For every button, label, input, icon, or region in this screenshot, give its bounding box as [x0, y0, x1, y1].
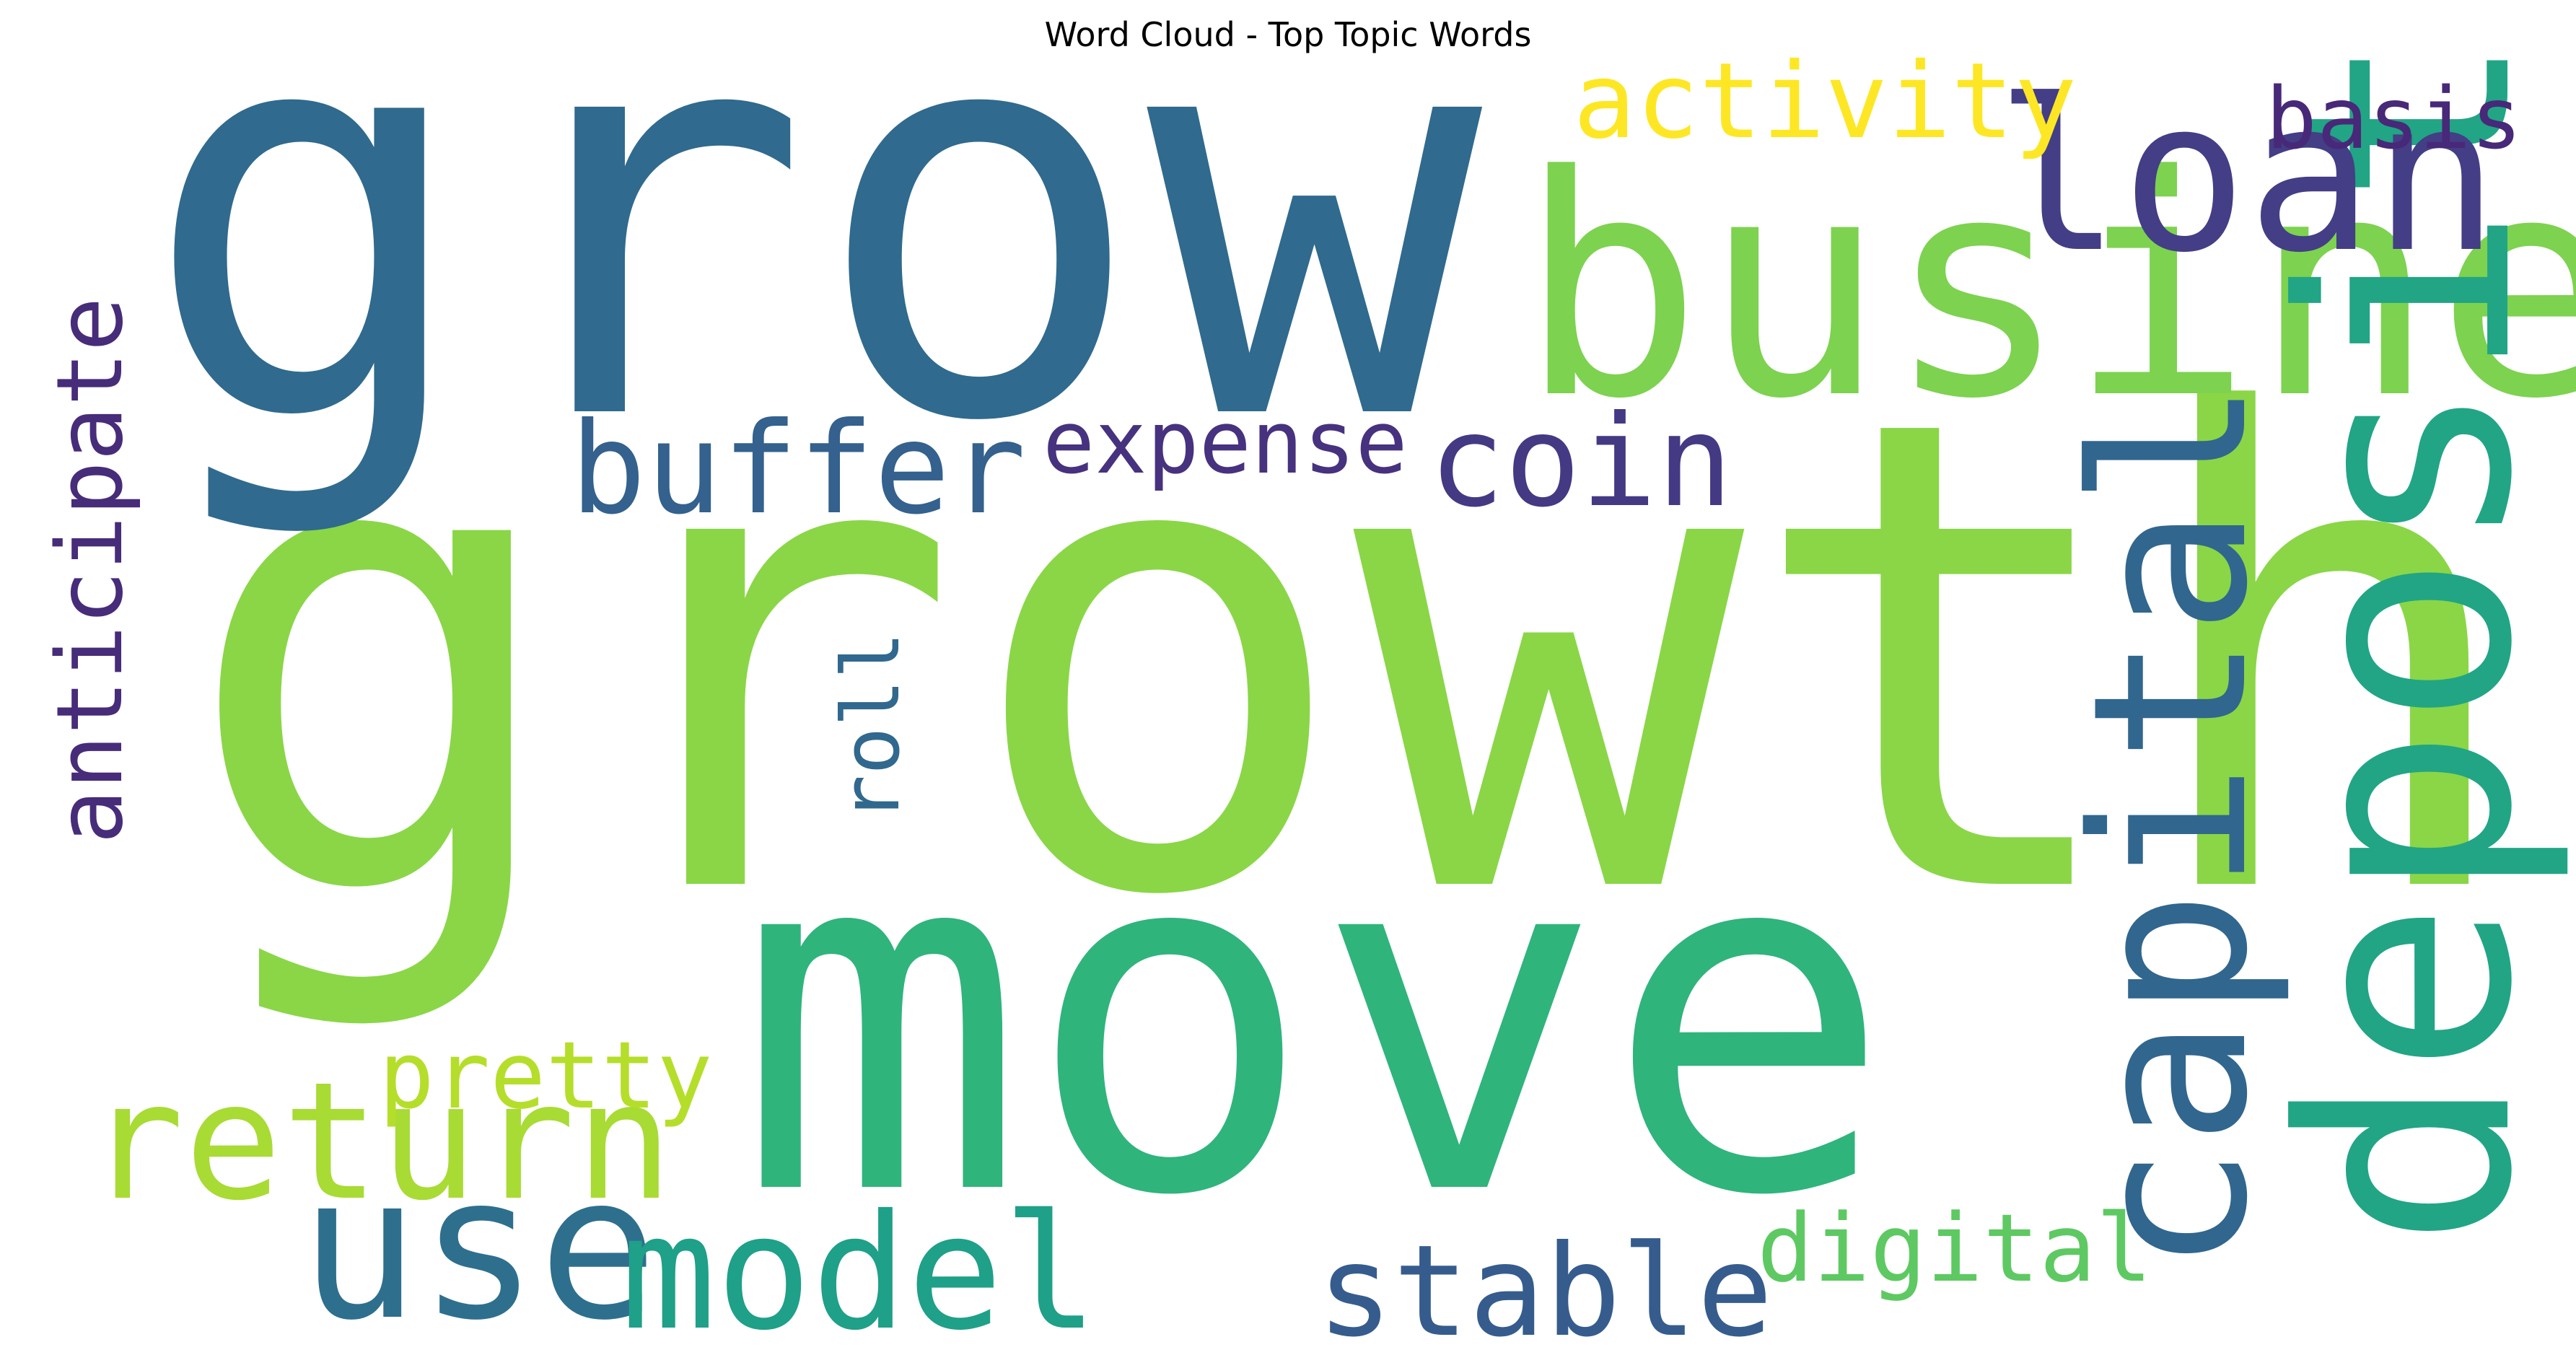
- cloud-word-growth: growth: [180, 282, 2526, 1038]
- cloud-word-move: move: [736, 742, 1893, 1301]
- cloud-word-capital: capital: [2048, 380, 2295, 1273]
- cloud-word-return: return: [87, 1048, 673, 1237]
- cloud-word-expense: expense: [1043, 393, 1408, 494]
- cloud-word-anticipate: anticipate: [37, 297, 143, 844]
- cloud-word-business: business: [1519, 110, 2576, 465]
- cloud-word-pretty: pretty: [379, 1022, 712, 1130]
- cloud-word-use: use: [299, 1133, 658, 1355]
- cloud-word-model: model: [621, 1180, 1098, 1355]
- cloud-word-roll: roll: [825, 631, 917, 823]
- cloud-word-buffer: buffer: [570, 396, 1026, 543]
- cloud-word-stable: stable: [1317, 1219, 1773, 1355]
- cloud-word-digital: digital: [1757, 1193, 2152, 1303]
- cloud-word-basis: basis: [2266, 69, 2522, 168]
- chart-title: Word Cloud - Top Topic Words: [1044, 15, 1532, 54]
- cloud-word-coin: coin: [1429, 389, 1732, 535]
- cloud-word-deposit: deposit: [2240, 32, 2576, 1248]
- cloud-word-loan: loan: [1995, 56, 2499, 299]
- cloud-word-activity: activity: [1573, 40, 2077, 162]
- cloud-word-grow: grow: [141, 0, 1486, 543]
